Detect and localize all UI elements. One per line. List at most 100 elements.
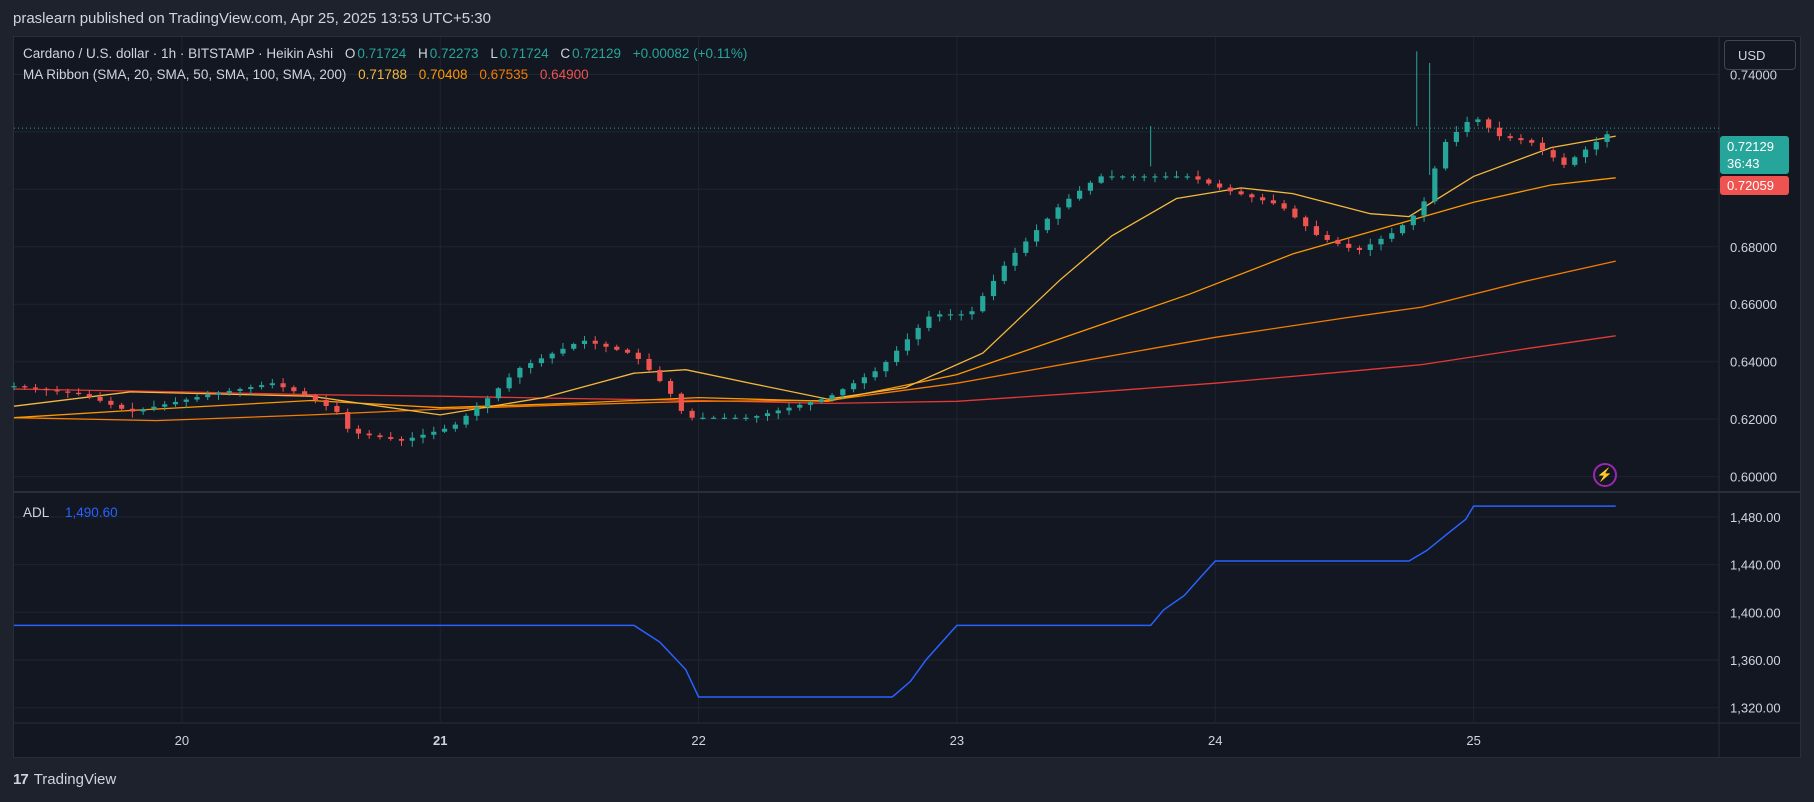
candle-body — [269, 383, 275, 386]
footer: 17 TradingView — [13, 771, 116, 788]
candle-body — [915, 327, 921, 340]
ma20-value: 0.71788 — [358, 67, 407, 82]
candle-body — [334, 405, 340, 412]
ma-line-sma-100 — [13, 260, 1616, 422]
ma-ribbon-legend: MA Ribbon (SMA, 20, SMA, 50, SMA, 100, S… — [23, 67, 591, 82]
candle-body — [431, 431, 437, 435]
candle-body — [1281, 203, 1287, 209]
candle-body — [764, 413, 771, 417]
candle-body — [1055, 207, 1061, 219]
candle-body — [1249, 194, 1255, 198]
candle-body — [151, 406, 157, 410]
candle-body — [140, 409, 146, 412]
footer-brand: TradingView — [33, 771, 117, 788]
candle-body — [603, 343, 609, 347]
candle-body — [1464, 122, 1470, 132]
candle-body — [528, 363, 534, 368]
candle-body — [711, 417, 717, 419]
candle-body — [624, 349, 631, 353]
adl-label[interactable]: ADL — [23, 505, 50, 520]
ma200-value: 0.64900 — [539, 67, 589, 82]
candle-body — [1066, 198, 1072, 208]
chart-area[interactable] — [13, 36, 1801, 758]
candle-body — [1421, 201, 1427, 216]
ma50-value: 0.70408 — [418, 67, 468, 82]
candle-body — [1001, 265, 1007, 281]
candle-body — [926, 316, 932, 328]
lightning-icon[interactable]: ⚡ — [1593, 463, 1617, 487]
candle-body — [883, 362, 889, 372]
candle-body — [1529, 140, 1535, 143]
time-tick-label: 24 — [1208, 733, 1222, 748]
candle-body — [1475, 119, 1481, 123]
ma-ribbon-title[interactable]: MA Ribbon (SMA, 20, SMA, 50, SMA, 100, S… — [23, 67, 347, 82]
candle-body — [11, 386, 17, 388]
candle-body — [1378, 238, 1384, 245]
candle-body — [754, 416, 760, 418]
candle-body — [119, 404, 125, 409]
candle-body — [409, 437, 415, 441]
candle-body — [861, 377, 867, 384]
candle-body — [162, 404, 168, 407]
candle-body — [441, 428, 448, 432]
candle-body — [797, 404, 803, 408]
candle-body — [1432, 168, 1438, 202]
price-tick-label: 0.68000 — [1730, 240, 1777, 255]
candle-body — [215, 392, 222, 395]
candle-body — [850, 383, 857, 390]
candle-body — [560, 348, 566, 354]
time-tick-label: 20 — [175, 733, 189, 748]
candle-body — [635, 352, 641, 359]
high-label: H — [417, 46, 428, 61]
last-price-tag: 0.72129 36:43 — [1720, 136, 1789, 174]
tradingview-logo-icon: 17 — [13, 771, 29, 788]
candle-body — [1335, 239, 1341, 244]
adl-legend: ADL 1,490.60 — [23, 505, 120, 520]
candle-body — [571, 343, 577, 349]
candle-body — [1206, 179, 1212, 184]
candle-body — [1087, 182, 1093, 191]
candle-body — [1227, 187, 1233, 192]
candle-body — [1399, 225, 1406, 234]
candle-body — [172, 401, 179, 405]
candle-body — [1098, 176, 1104, 183]
candle-body — [1561, 157, 1567, 165]
adl-tick-label: 1,480.00 — [1730, 510, 1781, 525]
candle-body — [495, 388, 501, 399]
candle-body — [581, 340, 588, 344]
candle-body — [743, 417, 749, 419]
candle-body — [86, 394, 92, 397]
candle-body — [700, 417, 706, 419]
candle-body — [538, 358, 545, 364]
candle-body — [1141, 176, 1147, 178]
candle-body — [129, 408, 136, 412]
adl-tick-label: 1,360.00 — [1730, 653, 1781, 668]
candle-body — [97, 396, 103, 401]
price-tick-label: 0.60000 — [1730, 470, 1777, 485]
candle-body — [1023, 241, 1029, 253]
bar-countdown: 36:43 — [1727, 156, 1760, 171]
candle-body — [54, 390, 60, 392]
candle-body — [1313, 226, 1320, 235]
candle-body — [1572, 157, 1578, 165]
candle-body — [678, 393, 684, 411]
candle-body — [807, 402, 814, 405]
candle-body — [646, 358, 652, 370]
candle-body — [732, 417, 738, 419]
candle-body — [904, 339, 911, 351]
candle-body — [947, 314, 954, 316]
candle-body — [43, 388, 49, 391]
candle-body — [1033, 230, 1040, 242]
symbol-name[interactable]: Cardano / U.S. dollar · 1h · BITSTAMP · … — [23, 46, 334, 61]
candle-body — [1120, 176, 1126, 178]
published-text: praslearn published on TradingView.com, … — [13, 10, 491, 27]
candle-body — [969, 311, 975, 315]
high-value: 0.72273 — [429, 46, 479, 61]
candle-body — [517, 367, 523, 378]
candle-body — [1442, 141, 1449, 169]
candle-body — [872, 371, 878, 378]
adl-tick-label: 1,320.00 — [1730, 701, 1781, 716]
ma100-value: 0.67535 — [479, 67, 529, 82]
currency-button[interactable]: USD — [1724, 40, 1796, 70]
